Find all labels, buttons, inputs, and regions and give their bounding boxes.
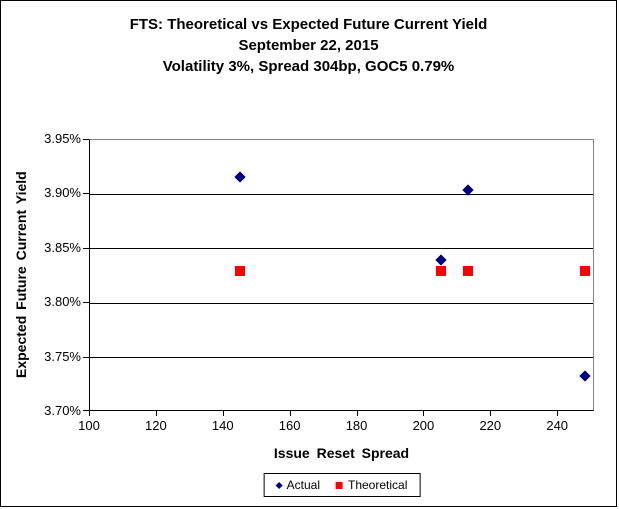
x-axis-tick-label: 220 [479, 418, 502, 433]
x-axis-tick [423, 411, 425, 416]
x-axis-tick-label: 180 [345, 418, 368, 433]
datapoint-theoretical [235, 265, 246, 276]
x-axis-tick [289, 411, 291, 416]
x-axis-tick-label: 100 [78, 418, 100, 433]
y-axis-tick-label: 3.70% [44, 403, 81, 418]
y-axis-tick-label: 3.95% [44, 131, 81, 146]
datapoint-theoretical [436, 265, 447, 276]
x-axis-tick [89, 411, 90, 416]
datapoint-actual [579, 370, 591, 382]
legend-marker-square [335, 481, 343, 489]
chart-title-line1: FTS: Theoretical vs Expected Future Curr… [129, 16, 488, 33]
x-axis-tick [222, 411, 224, 416]
legend-label: Actual [286, 478, 320, 492]
legend-marker-diamond [275, 481, 283, 489]
legend-item-actual: Actual [275, 478, 320, 492]
y-axis-tick-label: 3.80% [44, 294, 81, 310]
x-axis-tick [155, 411, 157, 416]
y-axis-tick [83, 302, 89, 304]
y-gridline [90, 248, 593, 250]
y-axis-tick [83, 193, 89, 195]
y-gridline [90, 193, 593, 195]
legend-item-theoretical: Theoretical [335, 478, 408, 492]
x-axis-tick-label: 200 [412, 418, 435, 433]
y-axis-tick-label: 3.90% [44, 185, 81, 201]
x-axis-tick [557, 411, 559, 416]
y-axis-tick-label: 3.85% [44, 239, 81, 255]
y-axis-tick-label: 3.75% [44, 348, 81, 364]
datapoint-actual [234, 171, 247, 183]
x-axis-tick-label: 240 [546, 418, 569, 433]
x-axis-tick-label: 120 [145, 418, 167, 433]
x-axis-tick-label: 140 [211, 418, 234, 433]
y-axis-title: Expected Future Current Yield [13, 171, 29, 379]
x-axis-title: Issue Reset Spread [273, 445, 410, 461]
y-axis-tick [83, 410, 89, 411]
y-axis-tick [83, 356, 89, 358]
datapoint-theoretical [462, 265, 473, 276]
y-axis-tick [83, 247, 89, 249]
chart-title-line2: September 22, 2015 [238, 37, 379, 54]
y-gridline [90, 302, 593, 304]
x-axis-tick [490, 411, 492, 416]
legend-label: Theoretical [347, 478, 408, 492]
legend: Actual Theoretical [263, 473, 421, 497]
x-axis-tick-label: 160 [278, 418, 301, 433]
y-gridline [90, 357, 593, 359]
chart-title-line3: Volatility 3%, Spread 304bp, GOC5 0.79% [162, 58, 455, 75]
plot-area [89, 139, 594, 411]
y-axis-tick [83, 139, 89, 140]
chart-title: FTS: Theoretical vs Expected Future Curr… [1, 14, 616, 77]
datapoint-actual [435, 254, 447, 266]
datapoint-theoretical [579, 265, 590, 276]
x-axis-tick [356, 411, 358, 416]
